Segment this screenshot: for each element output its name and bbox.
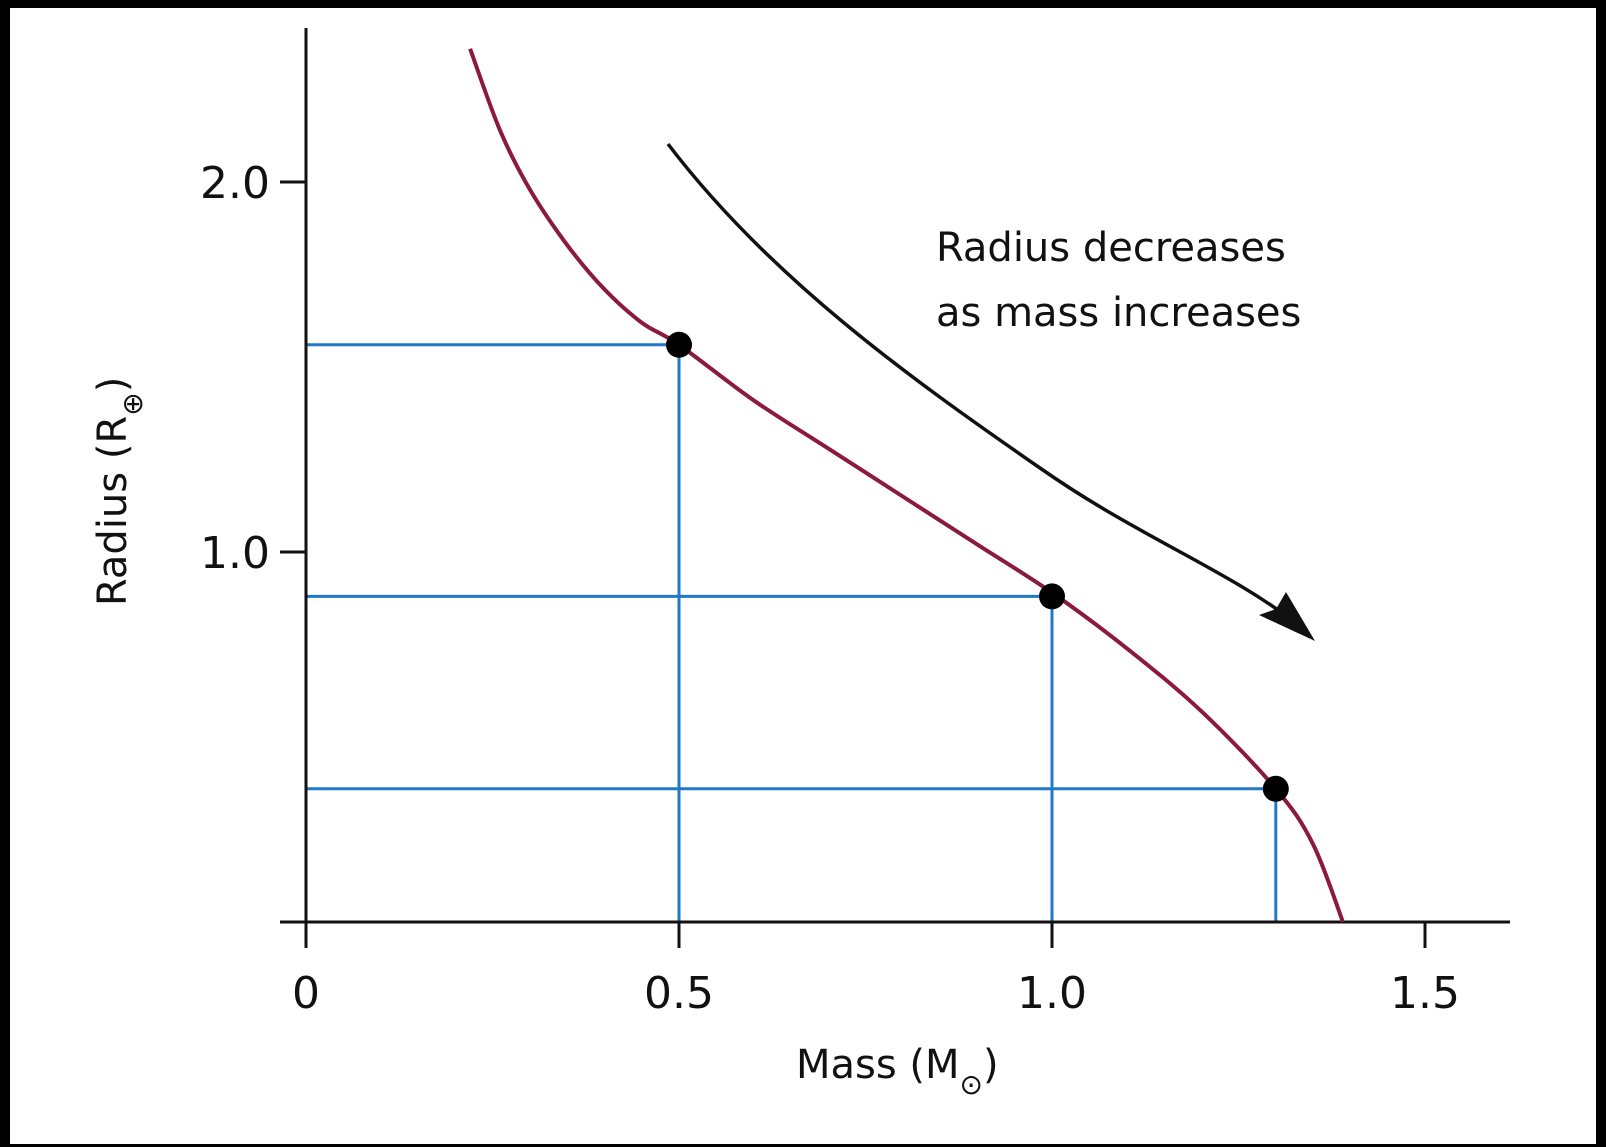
data-point [666,331,692,358]
y-axis-title-close: ) [90,377,136,393]
trend-arrow-head [1259,592,1315,641]
curves [468,48,1345,923]
data-point [1039,583,1065,610]
y-axis-title-subscript: ⊕ [116,392,149,415]
highlight-points [666,331,1289,802]
data-point [1262,775,1289,802]
mass-radius-curve [468,48,1345,923]
y-axis-title: Radius (R⊕) [90,377,149,606]
annotation-line-1: Radius decreases [936,225,1286,271]
x-tick-label: 1.5 [1390,968,1460,1019]
y-tick-label: 2.0 [200,158,270,209]
x-axis-title-text: Mass (M [796,1042,960,1088]
axes [280,28,1510,924]
guide-lines [306,343,1278,922]
x-tick-label: 1.0 [1017,968,1087,1019]
x-tick-label: 0 [292,968,320,1019]
x-axis-title: Mass (M⊙) [796,1042,999,1101]
x-tick-label: 0.5 [644,968,714,1019]
trend-arrow-shaft [666,142,1302,628]
annotation-line-2: as mass increases [936,290,1301,336]
x-axis-title-subscript: ⊙ [960,1068,983,1101]
annotation: Radius decreases as mass increases [936,225,1301,336]
x-axis-title-close: ) [983,1042,999,1088]
figure: 0 0.5 1.0 1.5 1.0 2.0 Radius decreases as ma… [10,8,1596,1144]
y-axis-title-text: Radius (R [90,416,136,606]
mass-radius-chart: 0 0.5 1.0 1.5 1.0 2.0 Radius decreases as ma… [90,28,1510,1101]
y-tick-label: 1.0 [200,528,270,579]
x-ticks: 0 0.5 1.0 1.5 [292,922,1460,1019]
trend-arrow [666,142,1315,641]
y-ticks: 1.0 2.0 [200,158,306,579]
